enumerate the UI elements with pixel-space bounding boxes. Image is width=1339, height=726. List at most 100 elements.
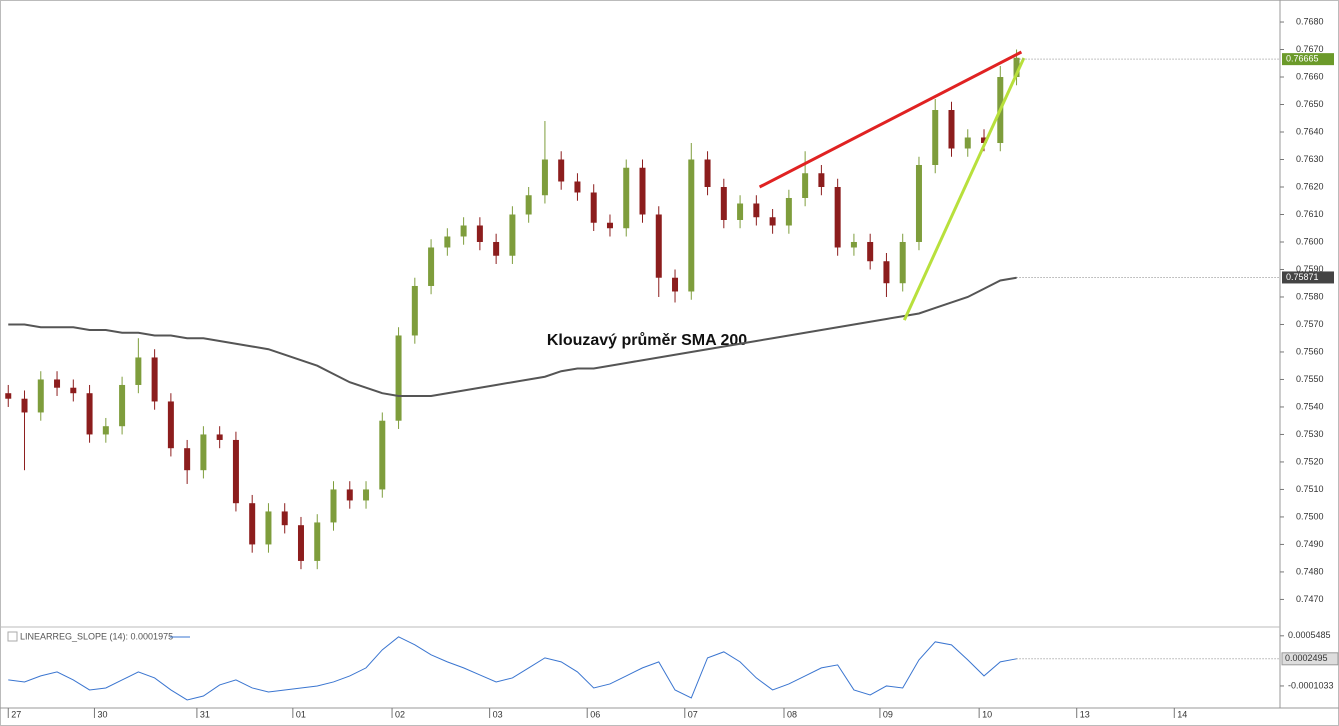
candle-body [167, 401, 174, 449]
candle-body [265, 511, 272, 545]
candle-body [232, 439, 239, 504]
candle-body [151, 357, 158, 402]
y-tick-label: 0.7670 [1296, 44, 1324, 54]
candle-body [688, 159, 695, 292]
x-tick-label: 01 [296, 709, 306, 719]
candle-body [102, 426, 109, 435]
trendline [758, 50, 1023, 189]
candle-body [135, 357, 142, 385]
candle-body [54, 379, 61, 388]
x-tick-label: 02 [395, 709, 405, 719]
x-tick-label: 06 [590, 709, 600, 719]
x-tick-label: 14 [1177, 709, 1187, 719]
candle-body [899, 241, 906, 284]
y-tick-label: 0.7490 [1296, 539, 1324, 549]
candle-body [867, 241, 874, 262]
y-tick-label: 0.7470 [1296, 594, 1324, 604]
candle-body [330, 489, 337, 523]
candle-body [639, 167, 646, 215]
y-tick-label: 0.7630 [1296, 154, 1324, 164]
y-tick-label: 0.0005485 [1288, 630, 1331, 640]
candle-body [37, 379, 44, 413]
candle-body [590, 192, 597, 223]
candle-body [672, 277, 679, 292]
y-tick-label: 0.7620 [1296, 181, 1324, 191]
price-label-box [1281, 652, 1339, 666]
candle-body [574, 181, 581, 193]
sma-line [8, 276, 1017, 397]
candle-body [883, 261, 890, 284]
y-tick-label: 0.7600 [1296, 236, 1324, 246]
candle-body [200, 434, 207, 471]
candle-body [216, 434, 223, 440]
legend-box [7, 631, 18, 642]
candle-body [86, 393, 93, 435]
y-tick-label: 0.7680 [1296, 16, 1324, 26]
candle-body [737, 203, 744, 220]
y-tick-label: 0.7640 [1296, 126, 1324, 136]
candle-body [948, 110, 955, 149]
candle-body [314, 522, 321, 561]
candle-body [720, 186, 727, 220]
x-tick-label: 03 [493, 709, 503, 719]
candle-body [476, 225, 483, 242]
x-tick-label: 09 [883, 709, 893, 719]
candle-body [297, 525, 304, 561]
candle-body [395, 335, 402, 421]
y-tick-label: 0.7520 [1296, 456, 1324, 466]
candle-body [460, 225, 467, 237]
candle-body [363, 489, 370, 501]
price-label: 0.76665 [1286, 54, 1319, 64]
candle-body [379, 420, 386, 490]
candle-body [70, 387, 77, 394]
candle-body [509, 214, 516, 256]
candle-body [249, 503, 256, 545]
x-tick-label: 30 [97, 709, 107, 719]
candle-body [558, 159, 565, 182]
candle-body [5, 393, 12, 399]
candle-body [769, 217, 776, 226]
legend-text: LINEARREG_SLOPE (14): 0.0001975 [20, 631, 173, 641]
candle-body [444, 236, 451, 248]
candle-body [802, 173, 809, 198]
price-label-box [1282, 53, 1334, 66]
candle-body [119, 384, 126, 427]
price-label: 0.75871 [1286, 272, 1319, 282]
candle-body [704, 159, 711, 187]
x-tick-label: 08 [787, 709, 797, 719]
candle-body [753, 203, 760, 218]
candle-body [493, 241, 500, 256]
y-tick-label: 0.7480 [1296, 566, 1324, 576]
candle-body [541, 159, 548, 196]
candle-body [915, 164, 922, 242]
trendline [902, 57, 1026, 321]
y-tick-label: 0.7540 [1296, 401, 1324, 411]
y-tick-label: 0.7510 [1296, 484, 1324, 494]
candle-body [785, 197, 792, 226]
y-tick-label: 0.7610 [1296, 209, 1324, 219]
candle-body [932, 110, 939, 165]
candle-body [184, 448, 191, 471]
y-tick-label: 0.7580 [1296, 291, 1324, 301]
y-tick-label: 0.7530 [1296, 429, 1324, 439]
candle-body [1013, 57, 1020, 78]
x-tick-label: 10 [982, 709, 992, 719]
y-tick-label: 0.7560 [1296, 346, 1324, 356]
candle-body [655, 214, 662, 278]
candle-body [850, 241, 857, 248]
price-label-box [1282, 271, 1334, 284]
candle-body [21, 398, 28, 413]
candle-body [818, 173, 825, 187]
x-tick-label: 07 [688, 709, 698, 719]
y-tick-label: 0.7500 [1296, 511, 1324, 521]
y-tick-label: 0.7570 [1296, 319, 1324, 329]
candle-body [623, 167, 630, 229]
candle-body [606, 222, 613, 229]
y-tick-label: 0.7550 [1296, 374, 1324, 384]
price-label: 0.0002495 [1285, 653, 1328, 663]
candle-body [964, 137, 971, 149]
y-tick-label: -0.0001033 [1288, 680, 1334, 690]
x-tick-label: 27 [11, 709, 21, 719]
